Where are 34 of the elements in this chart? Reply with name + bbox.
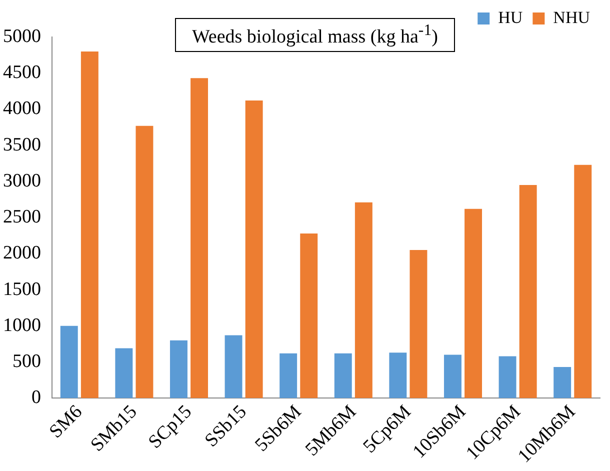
bar [224, 335, 242, 398]
y-tick-label: 0 [32, 387, 41, 408]
chart-title: Weeds biological mass (kg ha$^{-1}$) [175, 18, 455, 52]
y-tick-label: 2000 [3, 242, 41, 264]
y-tick-label: 3000 [3, 170, 41, 192]
bar [410, 250, 428, 398]
y-tick-label: 3500 [3, 134, 41, 156]
y-tick-label: 1500 [3, 278, 41, 300]
bar [115, 348, 133, 398]
bar [80, 51, 98, 398]
y-tick-label: 4500 [3, 62, 41, 84]
bar [245, 100, 263, 398]
bar [389, 352, 407, 398]
bar [300, 233, 318, 398]
y-tick-label: 4000 [3, 98, 41, 120]
bar [170, 340, 188, 398]
y-tick-label: 2500 [3, 206, 41, 228]
bar [464, 208, 482, 398]
legend-label: NHU [553, 8, 590, 27]
bar [280, 353, 298, 398]
y-tick-label: 500 [12, 350, 41, 372]
bar [354, 202, 372, 398]
bar [190, 78, 208, 398]
bar [574, 164, 592, 398]
legend-label: HU [498, 8, 523, 27]
bar [334, 353, 352, 398]
bar [554, 367, 572, 398]
bar [444, 354, 462, 398]
y-tick-label: 1000 [3, 314, 41, 336]
bar [519, 185, 537, 398]
bar [60, 326, 78, 398]
bar [136, 126, 154, 398]
y-tick-label: 5000 [3, 26, 41, 47]
bar [498, 356, 516, 398]
